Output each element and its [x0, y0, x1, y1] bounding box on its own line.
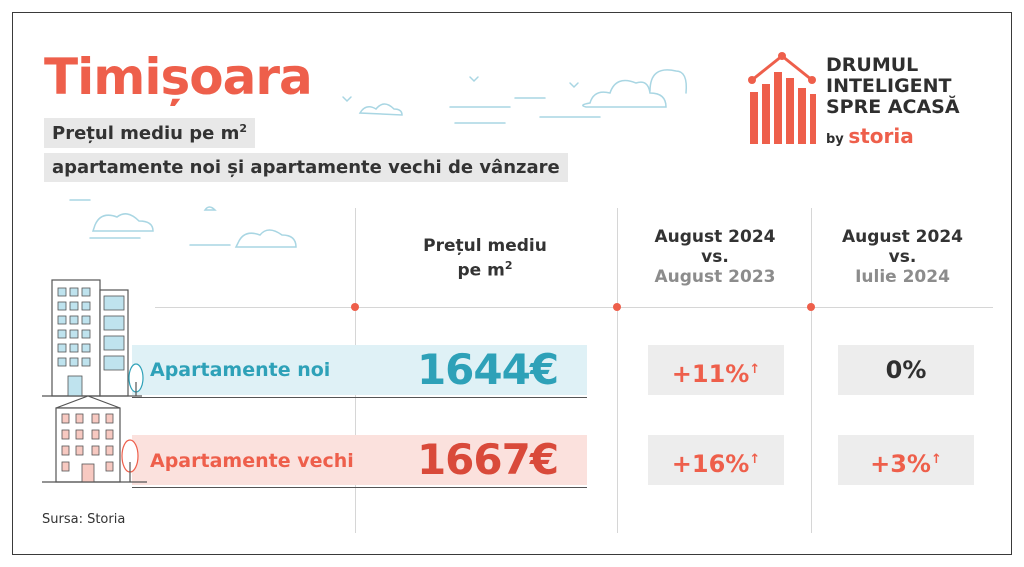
clouds-illustration — [69, 69, 688, 248]
cloud-icon — [234, 229, 297, 248]
arrow-up-icon: ↑ — [749, 452, 761, 467]
cloud-icon — [358, 103, 403, 116]
cloud-icon — [91, 213, 154, 232]
price-header-line-1: Prețul mediu — [423, 236, 547, 256]
yoy-header-line-2: vs. — [701, 247, 729, 267]
header-divider — [155, 307, 993, 308]
source-note: Sursa: Storia — [42, 512, 126, 527]
column-header-mom: August 2024 vs. Iulie 2024 — [815, 227, 990, 287]
logo-wordmark: DRUMUL INTELIGENT SPRE ACASĂ — [826, 55, 960, 118]
grid-dot — [613, 303, 621, 311]
mom-change-old-value: +3% — [870, 450, 931, 478]
column-header-yoy: August 2024 vs. August 2023 — [625, 227, 805, 287]
price-new-apartments: 1644€ — [416, 345, 559, 394]
logo-brand: storia — [848, 124, 914, 148]
price-header-line-2: pe m2 — [380, 256, 590, 281]
row-underline — [132, 397, 587, 398]
price-header-unit: pe m — [457, 260, 505, 281]
grid-dot — [351, 303, 359, 311]
column-divider — [617, 208, 618, 533]
row-band-new — [132, 345, 587, 395]
mom-change-old: +3%↑ — [838, 435, 974, 485]
city-title: Timișoara — [44, 48, 313, 106]
row-label-old-apartments: Apartamente vechi — [150, 450, 354, 472]
subtitle-line-1-text: Prețul mediu pe m — [52, 123, 240, 144]
mom-header-line-3: Iulie 2024 — [855, 267, 950, 287]
mom-change-new: 0% — [838, 345, 974, 395]
yoy-header-line-3: August 2023 — [654, 267, 776, 287]
row-band-old — [132, 435, 587, 485]
cloud-icon — [582, 79, 667, 108]
logo-line-1: DRUMUL — [826, 54, 919, 76]
arrow-up-icon: ↑ — [749, 362, 761, 377]
column-header-price: Prețul mediu pe m2 — [380, 236, 590, 281]
logo-by-line: by storia — [826, 124, 914, 148]
logo-line-2: INTELIGENT — [826, 75, 952, 97]
row-label-new-apartments: Apartamente noi — [150, 359, 331, 381]
price-header-sup: 2 — [504, 259, 513, 272]
subtitle-superscript: 2 — [239, 122, 248, 135]
arrow-up-icon: ↑ — [930, 452, 942, 467]
mom-header-line-2: vs. — [888, 247, 917, 267]
price-old-apartments: 1667€ — [416, 435, 559, 484]
yoy-change-new: +11%↑ — [648, 345, 784, 395]
buildings-icon — [42, 279, 147, 483]
mom-change-new-value: 0% — [885, 356, 927, 384]
mom-header-line-1: August 2024 — [841, 227, 963, 247]
birds-icon — [342, 76, 579, 103]
house-bars-logo-icon — [748, 52, 816, 144]
column-divider — [811, 208, 812, 533]
grid-dot — [807, 303, 815, 311]
logo-line-3: SPRE ACASĂ — [826, 96, 960, 118]
yoy-change-old: +16%↑ — [648, 435, 784, 485]
row-underline — [132, 487, 587, 488]
subtitle-line-1: Prețul mediu pe m2 — [44, 118, 256, 148]
yoy-header-line-1: August 2024 — [654, 227, 776, 247]
logo-by: by — [826, 132, 844, 147]
yoy-change-new-value: +11% — [671, 360, 750, 388]
yoy-change-old-value: +16% — [671, 450, 750, 478]
subtitle-line-2: apartamente noi și apartamente vechi de … — [44, 153, 568, 182]
